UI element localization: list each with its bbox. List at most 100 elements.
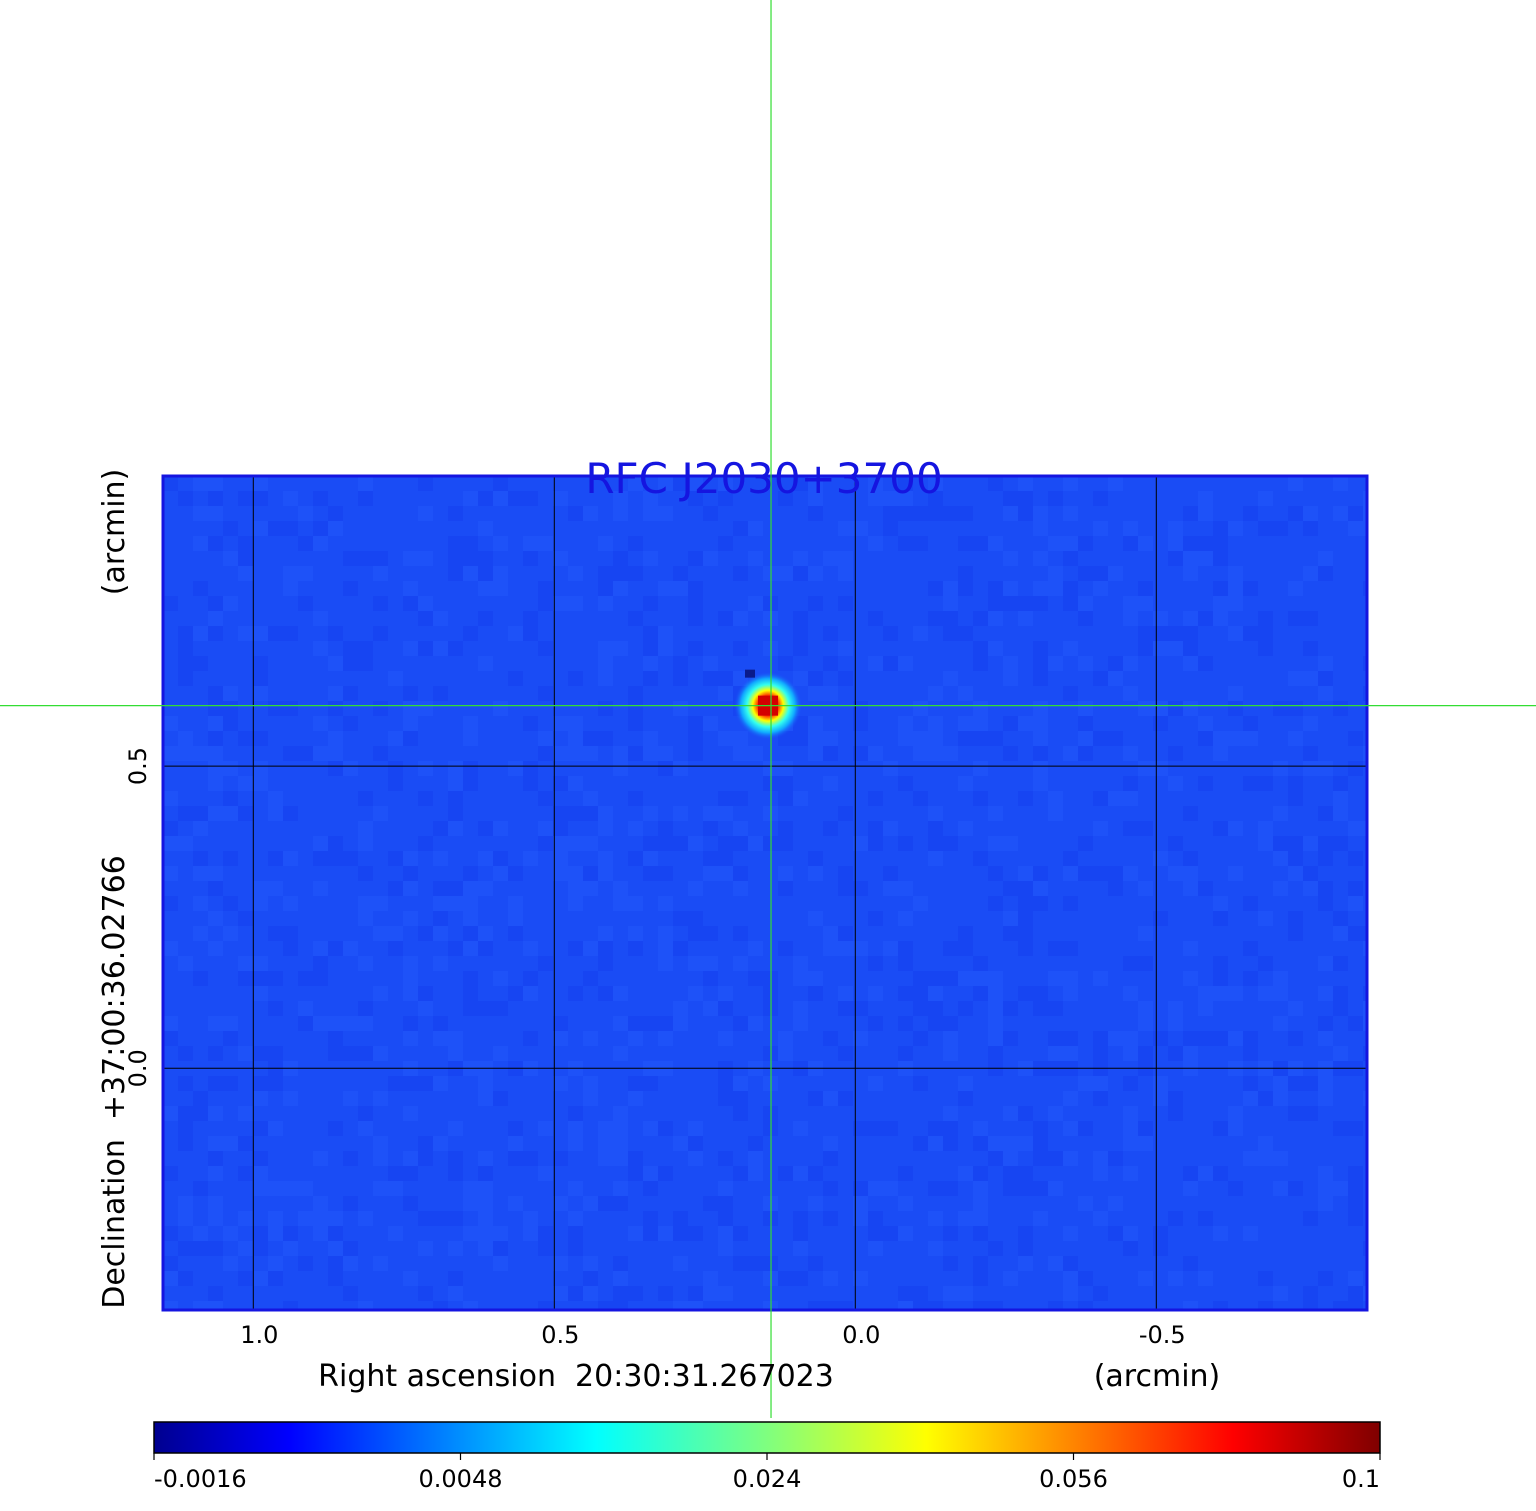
noise-cell — [628, 821, 643, 836]
noise-cell — [223, 701, 238, 716]
noise-cell — [1063, 851, 1078, 866]
noise-cell — [553, 821, 568, 836]
noise-cell — [283, 746, 298, 761]
noise-cell — [1183, 1181, 1198, 1196]
noise-cell — [1153, 626, 1168, 641]
noise-cell — [988, 581, 1003, 596]
noise-cell — [988, 1241, 1003, 1256]
noise-cell — [538, 746, 553, 761]
noise-cell — [193, 581, 208, 596]
noise-cell — [838, 926, 853, 941]
noise-cell — [178, 836, 193, 851]
noise-cell — [988, 1301, 1003, 1310]
noise-cell — [823, 1301, 838, 1310]
noise-cell — [1108, 656, 1123, 671]
noise-cell — [718, 1241, 733, 1256]
noise-cell — [343, 1016, 358, 1031]
noise-cell — [1183, 941, 1198, 956]
noise-cell — [1063, 1286, 1078, 1301]
noise-cell — [703, 806, 718, 821]
noise-cell — [463, 926, 478, 941]
noise-cell — [418, 926, 433, 941]
noise-cell — [673, 941, 688, 956]
noise-cell — [868, 1226, 883, 1241]
noise-cell — [1063, 581, 1078, 596]
noise-cell — [838, 806, 853, 821]
noise-cell — [553, 551, 568, 566]
noise-cell — [658, 761, 673, 776]
noise-cell — [208, 1301, 223, 1310]
noise-cell — [268, 1256, 283, 1271]
noise-cell — [223, 716, 238, 731]
noise-cell — [898, 656, 913, 671]
noise-cell — [688, 581, 703, 596]
noise-cell — [403, 1106, 418, 1121]
noise-cell — [928, 611, 943, 626]
noise-cell — [523, 1226, 538, 1241]
noise-cell — [208, 866, 223, 881]
noise-cell — [223, 926, 238, 941]
noise-cell — [268, 521, 283, 536]
noise-cell — [1318, 986, 1333, 1001]
noise-cell — [973, 791, 988, 806]
noise-cell — [208, 881, 223, 896]
noise-cell — [553, 746, 568, 761]
noise-cell — [1003, 581, 1018, 596]
noise-cell — [238, 1106, 253, 1121]
noise-cell — [508, 911, 523, 926]
noise-cell — [1318, 1271, 1333, 1286]
noise-cell — [958, 566, 973, 581]
noise-cell — [1228, 626, 1243, 641]
noise-cell — [613, 506, 628, 521]
noise-cell — [463, 1196, 478, 1211]
noise-cell — [1033, 1211, 1048, 1226]
noise-cell — [1123, 536, 1138, 551]
noise-cell — [718, 866, 733, 881]
noise-cell — [1363, 491, 1367, 506]
noise-cell — [283, 1241, 298, 1256]
noise-cell — [733, 1091, 748, 1106]
noise-cell — [868, 1241, 883, 1256]
noise-cell — [1198, 611, 1213, 626]
noise-cell — [1258, 1136, 1273, 1151]
noise-cell — [208, 1016, 223, 1031]
noise-cell — [508, 1151, 523, 1166]
noise-cell — [388, 1166, 403, 1181]
noise-cell — [418, 611, 433, 626]
noise-cell — [343, 941, 358, 956]
noise-cell — [568, 1241, 583, 1256]
noise-cell — [463, 731, 478, 746]
noise-cell — [853, 1271, 868, 1286]
noise-cell — [253, 656, 268, 671]
noise-cell — [238, 1046, 253, 1061]
noise-cell — [1093, 1286, 1108, 1301]
noise-cell — [718, 806, 733, 821]
noise-cell — [523, 761, 538, 776]
noise-cell — [718, 476, 733, 491]
noise-cell — [1063, 746, 1078, 761]
noise-cell — [328, 761, 343, 776]
noise-cell — [613, 986, 628, 1001]
noise-cell — [238, 731, 253, 746]
noise-cell — [943, 626, 958, 641]
noise-cell — [448, 641, 463, 656]
noise-cell — [463, 776, 478, 791]
noise-cell — [223, 1226, 238, 1241]
noise-cell — [1063, 1121, 1078, 1136]
noise-cell — [1033, 1151, 1048, 1166]
noise-cell — [598, 1196, 613, 1211]
noise-cell — [718, 1151, 733, 1166]
noise-cell — [958, 731, 973, 746]
noise-cell — [1003, 596, 1018, 611]
noise-cell — [1048, 1046, 1063, 1061]
noise-cell — [838, 671, 853, 686]
noise-cell — [658, 1226, 673, 1241]
noise-cell — [328, 626, 343, 641]
noise-cell — [328, 521, 343, 536]
noise-cell — [568, 506, 583, 521]
noise-cell — [1078, 1196, 1093, 1211]
noise-cell — [433, 926, 448, 941]
noise-cell — [1093, 581, 1108, 596]
noise-cell — [388, 776, 403, 791]
noise-cell — [703, 851, 718, 866]
